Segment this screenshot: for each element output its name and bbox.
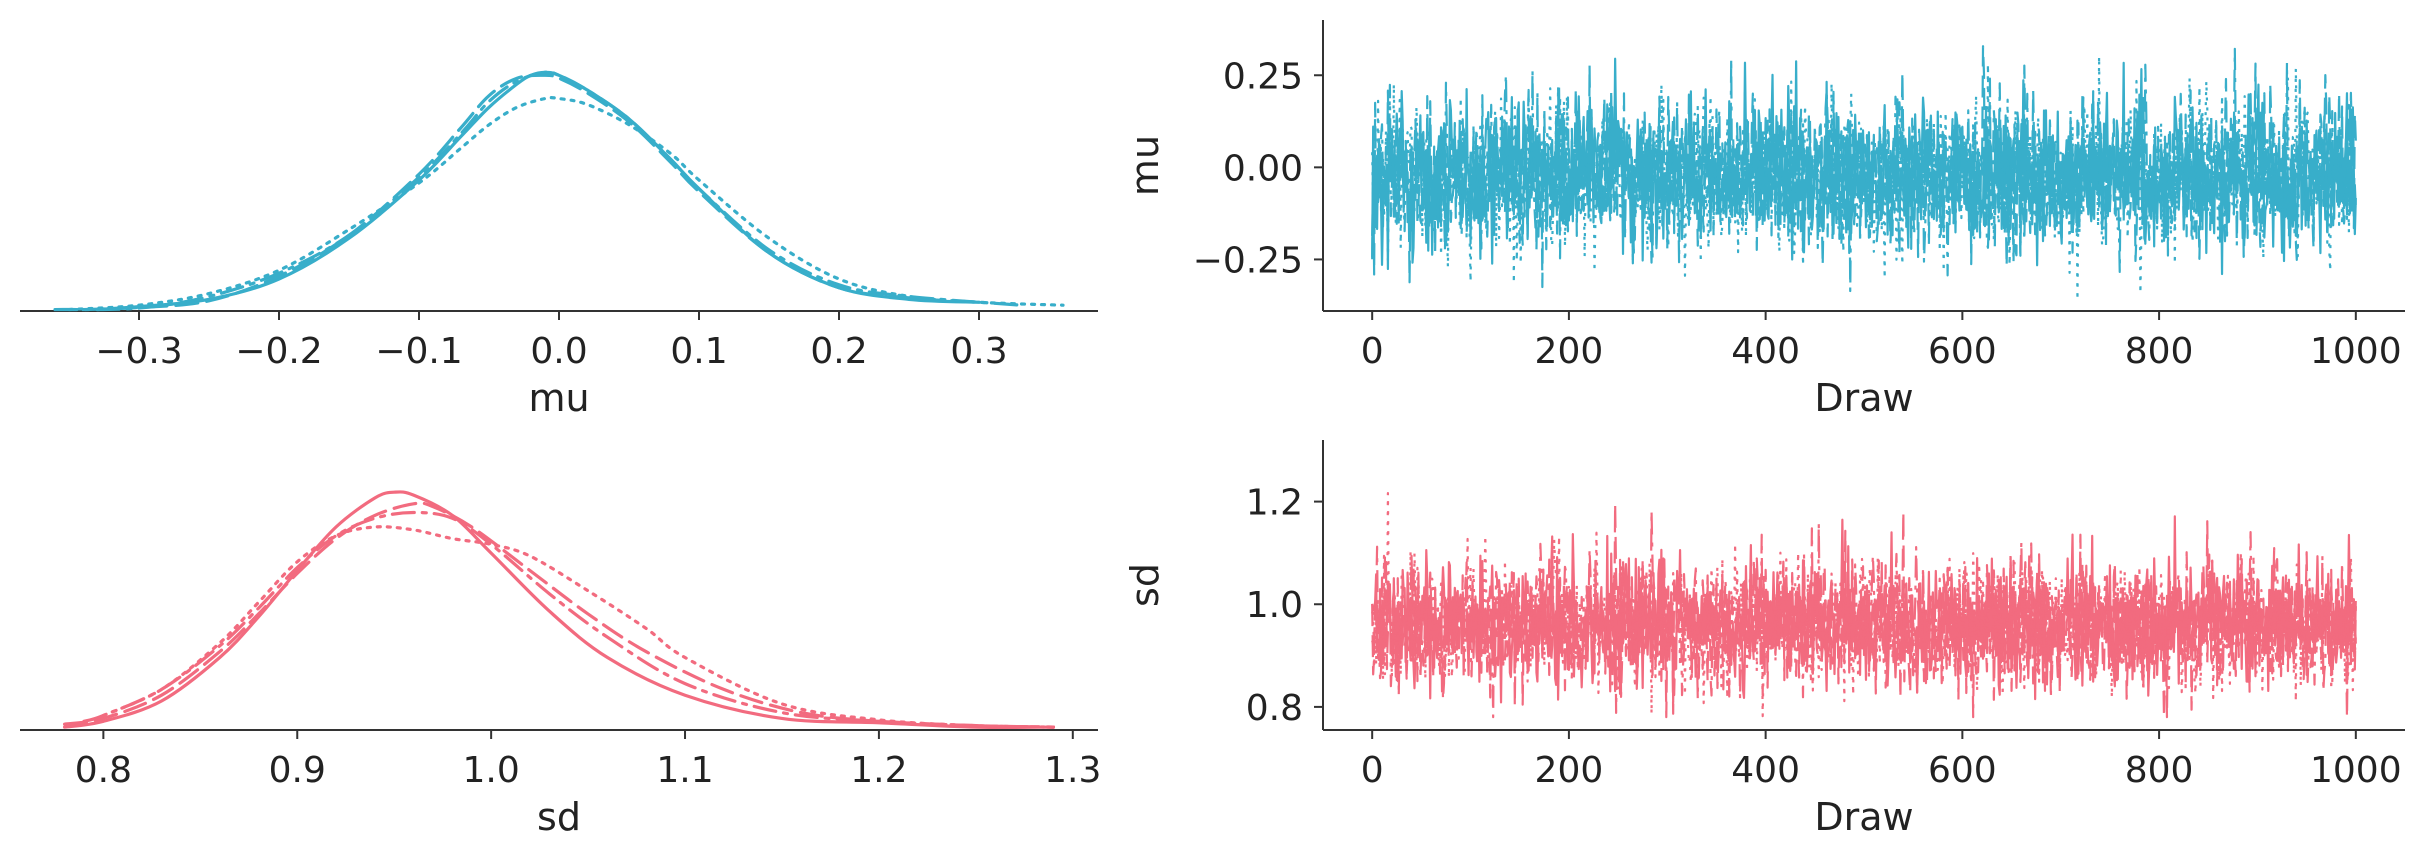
- density-line-chain-2-dashdot: [53, 70, 1023, 312]
- y-tick-label: 0.25: [1223, 56, 1303, 97]
- y-axis-title: mu: [1123, 135, 1167, 196]
- trace-line-chain-3-dotted: [1371, 55, 2357, 302]
- x-tick-label: 200: [1535, 331, 1604, 372]
- y-tick-label: −0.25: [1193, 240, 1303, 281]
- x-tick-label: 1.0: [463, 750, 520, 791]
- x-tick-label: 1.2: [850, 750, 907, 791]
- density-line-chain-1-dashed: [81, 73, 981, 312]
- y-tick-label: 1.2: [1246, 483, 1303, 524]
- x-tick-label: 800: [2125, 750, 2194, 791]
- x-tick-label: 1.1: [656, 750, 713, 791]
- density-line-chain-0-solid: [95, 70, 981, 312]
- x-tick-label: 600: [1928, 750, 1997, 791]
- x-tick-label: 1000: [2310, 750, 2402, 791]
- panel-sd-density: 0.8 0.9 1.0 1.1 1.2 1.3 sd: [20, 490, 1101, 839]
- x-tick-label: 200: [1535, 750, 1604, 791]
- x-tick-label: 400: [1731, 331, 1800, 372]
- x-tick-label: 600: [1928, 331, 1997, 372]
- density-line-chain-3-dotted: [101, 525, 1056, 729]
- x-axis-title: mu: [528, 376, 589, 420]
- x-tick-label: 1.3: [1044, 750, 1101, 791]
- x-tick-label: 0.0: [530, 331, 587, 372]
- y-tick-label: 0.8: [1246, 688, 1303, 729]
- y-tick-label: 1.0: [1246, 585, 1303, 626]
- x-tick-label: 0.3: [950, 331, 1007, 372]
- x-axis-title: Draw: [1814, 795, 1913, 839]
- plot-area: [62, 490, 1056, 730]
- x-tick-label: 0.1: [670, 331, 727, 372]
- panel-mu-trace: 0 200 400 600 800 1000 −0.25 0.00 0.25 Draw mu: [1123, 20, 2405, 420]
- y-tick-label: 0.00: [1223, 148, 1303, 189]
- density-line-chain-0-solid: [62, 490, 1056, 730]
- x-tick-label: 1000: [2310, 331, 2402, 372]
- panel-sd-trace: 0 200 400 600 800 1000 0.8 1.0 1.2 Draw sd: [1123, 440, 2405, 839]
- x-tick-label: 0.2: [810, 331, 867, 372]
- density-line-chain-3-dotted: [67, 96, 1065, 312]
- x-tick-label: 0.8: [75, 750, 132, 791]
- x-tick-label: 0: [1361, 750, 1384, 791]
- x-tick-label: 400: [1731, 750, 1800, 791]
- x-tick-label: −0.1: [375, 331, 462, 372]
- density-line-chain-2-dashdot: [82, 510, 1056, 729]
- panel-mu-density: −0.3 −0.2 −0.1 0.0 0.1 0.2 0.3 mu: [20, 70, 1098, 420]
- x-tick-label: 0: [1361, 331, 1384, 372]
- trace-line-chain-2-dashdot: [1371, 47, 2357, 293]
- trace-line-chain-2-dashdot: [1371, 509, 2357, 719]
- y-axis-title: sd: [1123, 563, 1167, 607]
- x-axis-title: sd: [537, 795, 581, 839]
- plot-area: [1371, 492, 2357, 719]
- x-tick-label: 0.9: [269, 750, 326, 791]
- plot-area: [1371, 45, 2357, 302]
- x-axis-title: Draw: [1814, 376, 1913, 420]
- x-tick-label: 800: [2125, 331, 2194, 372]
- x-tick-label: −0.3: [95, 331, 182, 372]
- plot-area: [53, 70, 1065, 312]
- x-tick-label: −0.2: [235, 331, 322, 372]
- density-line-chain-1-dashed: [62, 501, 1056, 729]
- trace-line-chain-1-dashed: [1371, 502, 2357, 719]
